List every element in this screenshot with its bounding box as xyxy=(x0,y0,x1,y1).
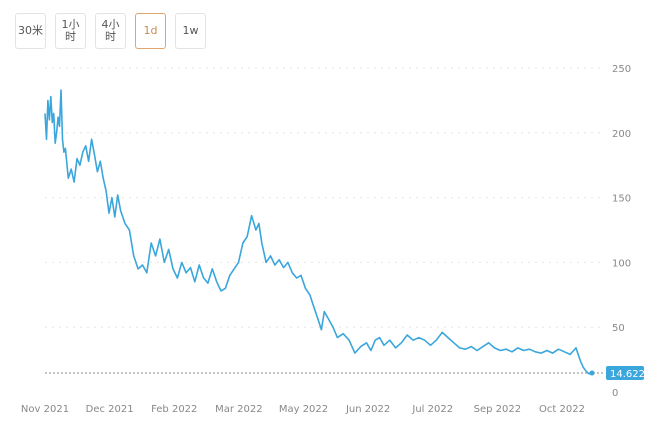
y-tick-label: 0 xyxy=(612,388,618,399)
current-price-tag xyxy=(606,366,644,381)
timeframe-button-4小时[interactable]: 4小 时 xyxy=(95,13,126,49)
y-axis-ticks: 0 50 100 150 200 250 xyxy=(612,64,631,399)
x-tick-label: Nov 2021 xyxy=(21,404,69,415)
y-tick-label: 50 xyxy=(612,323,625,334)
x-tick-label: Oct 2022 xyxy=(539,404,585,415)
gridlines xyxy=(45,67,600,328)
timeframe-selector: 30米 1小时 4小 时 1d 1w xyxy=(15,13,206,49)
y-tick-label: 200 xyxy=(612,129,631,140)
y-tick-label: 150 xyxy=(612,194,631,205)
x-tick-label: Dec 2021 xyxy=(86,404,134,415)
y-tick-label: 250 xyxy=(612,64,631,75)
x-tick-label: Feb 2022 xyxy=(151,404,197,415)
x-tick-label: Sep 2022 xyxy=(474,404,521,415)
x-tick-label: Jun 2022 xyxy=(345,404,390,415)
price-series-line xyxy=(44,89,593,375)
x-tick-label: Mar 2022 xyxy=(215,404,263,415)
y-tick-label: 100 xyxy=(612,258,631,269)
x-tick-label: May 2022 xyxy=(279,404,328,415)
timeframe-button-1d[interactable]: 1d xyxy=(135,13,166,49)
timeframe-button-30米[interactable]: 30米 xyxy=(15,13,46,49)
current-price-dot xyxy=(589,370,595,376)
current-price-label: 14.622 xyxy=(610,369,645,380)
x-axis-ticks: Nov 2021 Dec 2021 Feb 2022 Mar 2022 May 2022… xyxy=(21,404,585,415)
timeframe-button-1小时[interactable]: 1小时 xyxy=(55,13,86,49)
timeframe-button-1w[interactable]: 1w xyxy=(175,13,206,49)
x-tick-label: Jul 2022 xyxy=(411,404,453,415)
